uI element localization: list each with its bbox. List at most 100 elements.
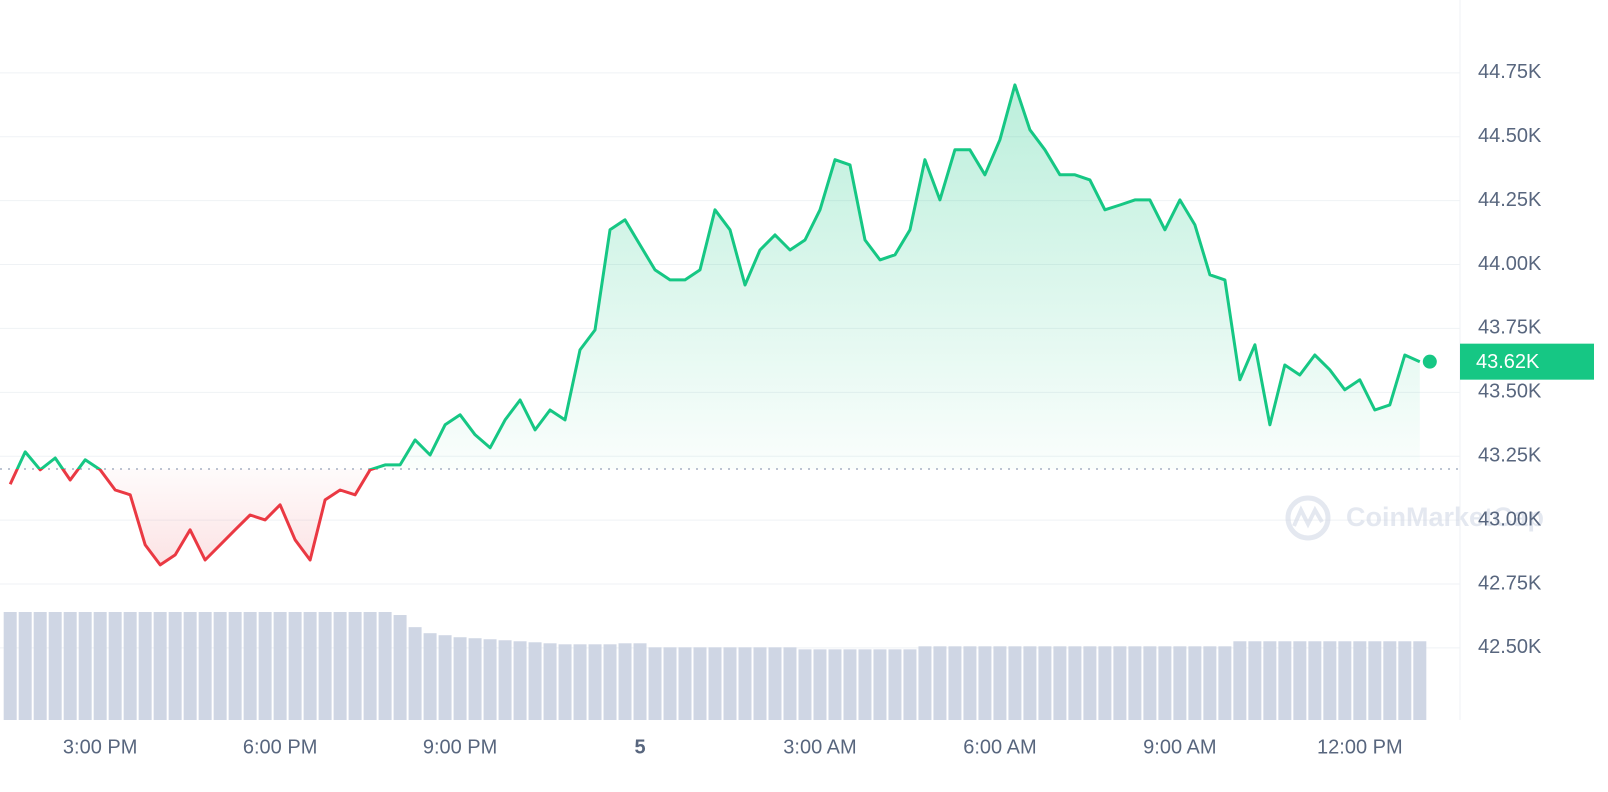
volume-bar	[108, 612, 122, 720]
volume-bar	[1248, 641, 1262, 720]
volume-bar	[648, 647, 662, 720]
volume-bar	[618, 643, 632, 720]
volume-bar	[138, 612, 152, 720]
volume-bar	[1398, 641, 1412, 720]
volume-bar	[318, 612, 332, 720]
x-tick-label: 3:00 PM	[63, 736, 137, 758]
y-tick-label: 42.50K	[1478, 636, 1542, 658]
volume-bar	[723, 647, 737, 720]
volume-bar	[228, 612, 242, 720]
volume-bar	[378, 612, 392, 720]
y-tick-label: 44.00K	[1478, 253, 1542, 275]
volume-bar	[603, 644, 617, 720]
volume-bar	[363, 612, 377, 720]
volume-bar	[423, 633, 437, 720]
volume-bar	[1023, 646, 1037, 720]
volume-bar	[663, 647, 677, 720]
volume-bar	[333, 612, 347, 720]
volume-bar	[768, 647, 782, 720]
volume-bar	[1353, 641, 1367, 720]
area	[10, 84, 1420, 565]
volume-bar	[93, 612, 107, 720]
volume-bar	[123, 612, 137, 720]
volume-bar	[798, 649, 812, 720]
y-tick-label: 44.75K	[1478, 61, 1542, 83]
volume-bar	[963, 646, 977, 720]
volume-bar	[873, 649, 887, 720]
volume-bar	[78, 612, 92, 720]
volume-bar	[948, 646, 962, 720]
volume-bar	[843, 649, 857, 720]
volume-bar	[1293, 641, 1307, 720]
volume-bar	[678, 647, 692, 720]
y-tick-label: 43.75K	[1478, 317, 1542, 339]
volume-bar	[453, 637, 467, 720]
x-tick-label: 9:00 PM	[423, 736, 497, 758]
volume-bar	[33, 612, 47, 720]
volume-bar	[213, 612, 227, 720]
volume-bar	[1368, 641, 1382, 720]
y-tick-label: 42.75K	[1478, 572, 1542, 594]
volume-bar	[993, 646, 1007, 720]
volume-bar	[48, 612, 62, 720]
volume-bar	[1083, 646, 1097, 720]
volume-bar	[168, 612, 182, 720]
volume-bar	[1323, 641, 1337, 720]
volume-bar	[408, 627, 422, 720]
plot	[0, 83, 1460, 567]
volume-bar	[498, 640, 512, 720]
volume-bar	[1143, 646, 1157, 720]
volume-bar	[3, 612, 17, 720]
volume-bar	[1038, 646, 1052, 720]
watermark-logo	[1285, 495, 1331, 541]
watermark-logo-mark	[1292, 505, 1324, 529]
y-tick-label: 43.50K	[1478, 381, 1542, 403]
volume-bar	[573, 644, 587, 720]
volume-bar	[1338, 641, 1352, 720]
volume-bar	[558, 644, 572, 720]
volume-bar	[528, 642, 542, 720]
y-tick-label: 43.00K	[1478, 508, 1542, 530]
volume-bar	[1188, 646, 1202, 720]
volume-bar	[1098, 646, 1112, 720]
x-tick-label: 12:00 PM	[1317, 736, 1403, 758]
volume-bar	[288, 612, 302, 720]
volume-bar	[1158, 646, 1172, 720]
volume-bar	[1263, 641, 1277, 720]
y-tick-label: 44.50K	[1478, 125, 1542, 147]
volume-bar	[1068, 646, 1082, 720]
price-tag-label: 43.62K	[1476, 351, 1540, 373]
volume-bar	[828, 649, 842, 720]
volume-bar	[258, 612, 272, 720]
volume-bar	[348, 612, 362, 720]
volume-bar	[183, 612, 197, 720]
volume-bar	[483, 639, 497, 720]
volume-bar	[1383, 641, 1397, 720]
volume-bar	[1053, 646, 1067, 720]
volume-bar	[708, 647, 722, 720]
volume-bar	[543, 643, 557, 720]
price-line	[8, 83, 1421, 567]
volume-bar	[273, 612, 287, 720]
volume-bar	[903, 649, 917, 720]
y-tick-label: 43.25K	[1478, 445, 1542, 467]
volume	[3, 612, 1427, 720]
last-point	[1422, 354, 1437, 369]
volume-bar	[783, 647, 797, 720]
volume-bar	[393, 615, 407, 720]
volume-bar	[888, 649, 902, 720]
volume-bar	[1233, 641, 1247, 720]
volume-bar	[978, 646, 992, 720]
volume-bar	[438, 635, 452, 720]
volume-bar	[693, 647, 707, 720]
watermark: CoinMarketCap	[1346, 502, 1544, 532]
volume-bar	[738, 647, 752, 720]
x-tick-label: 5	[634, 736, 645, 758]
volume-bar	[918, 646, 932, 720]
volume-bar	[1218, 646, 1232, 720]
volume-bar	[753, 647, 767, 720]
volume-bar	[468, 638, 482, 720]
y-tick-label: 44.25K	[1478, 189, 1542, 211]
